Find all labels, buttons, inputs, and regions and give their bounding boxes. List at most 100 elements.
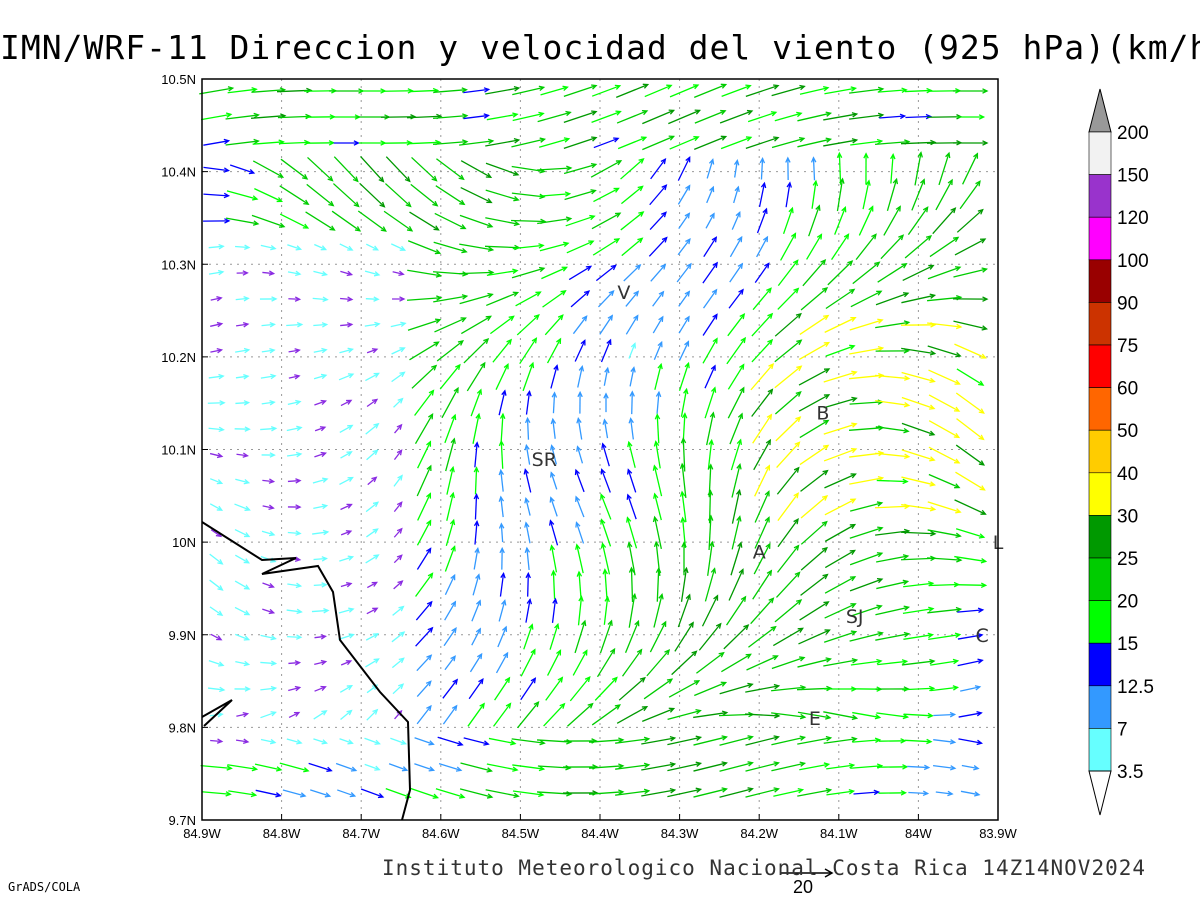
wind-arrow: [517, 701, 540, 729]
wind-arrow: [831, 233, 850, 260]
wind-arrow: [392, 605, 405, 616]
wind-arrow: [577, 365, 585, 388]
wind-arrow: [276, 87, 313, 94]
wind-arrow: [410, 787, 440, 799]
wind-arrow: [680, 566, 689, 602]
wind-arrow: [414, 389, 435, 416]
wind-arrow: [679, 340, 690, 361]
wind-arrow: [235, 296, 250, 302]
wind-arrow: [823, 711, 859, 721]
wind-arrow: [823, 630, 858, 643]
wind-arrow: [591, 212, 622, 230]
wind-arrow: [800, 546, 828, 571]
wind-arrow: [575, 521, 585, 544]
wind-arrow: [627, 440, 636, 468]
wind-arrow: [416, 654, 433, 672]
wind-arrow: [650, 263, 667, 282]
wind-arrow: [407, 269, 443, 278]
wind-arrow: [810, 156, 817, 181]
wind-arrow: [707, 438, 714, 470]
wind-arrow: [745, 136, 780, 149]
wind-arrow: [288, 296, 302, 302]
wind-arrow: [629, 390, 635, 415]
wind-arrow: [415, 600, 433, 621]
wind-arrow: [706, 185, 715, 204]
wind-arrow: [459, 243, 495, 252]
wind-arrow: [486, 268, 519, 277]
wind-arrow: [339, 476, 354, 486]
wind-arrow: [458, 269, 495, 276]
wind-arrow: [823, 658, 859, 667]
wind-arrow: [332, 183, 360, 208]
wind-arrow: [752, 287, 772, 311]
wind-arrow: [900, 530, 937, 537]
colorbar-label: 60: [1117, 379, 1138, 400]
wind-arrow: [288, 660, 302, 666]
wind-arrow: [546, 337, 562, 364]
wind-arrow: [774, 339, 803, 363]
wind-arrow: [782, 206, 794, 235]
wind-arrow: [680, 387, 689, 417]
wind-arrow: [333, 140, 360, 146]
wind-arrow: [390, 737, 408, 745]
wind-arrow: [574, 339, 586, 362]
wind-arrow: [954, 555, 988, 564]
wind-arrow: [261, 399, 276, 406]
wind-arrow: [388, 763, 409, 772]
wind-arrow: [313, 347, 328, 354]
wind-arrow: [928, 369, 961, 385]
colorbar-segment: [1088, 259, 1112, 303]
wind-arrow: [863, 152, 869, 185]
wind-arrow: [485, 789, 520, 799]
wind-arrow: [471, 599, 482, 622]
wind-arrow: [539, 241, 570, 252]
wind-arrow: [798, 341, 831, 361]
wind-arrow: [520, 677, 537, 701]
wind-arrow: [952, 140, 989, 146]
wind-arrow: [523, 468, 532, 493]
wind-arrow: [780, 232, 797, 261]
wind-arrow: [312, 296, 329, 303]
wind-arrow: [958, 738, 983, 746]
wind-arrow: [385, 787, 412, 799]
x-tick-label: 84.7W: [342, 826, 380, 841]
wind-arrow: [771, 712, 807, 720]
wind-arrow: [649, 184, 668, 206]
wind-arrow: [678, 212, 691, 229]
wind-arrow: [201, 791, 232, 797]
wind-arrow: [287, 634, 303, 640]
wind-arrow: [588, 789, 625, 795]
wind-arrow: [261, 530, 276, 537]
wind-arrow: [574, 468, 585, 493]
wind-arrow: [550, 417, 557, 439]
wind-arrow: [540, 85, 569, 96]
wind-arrow: [823, 138, 859, 147]
wind-arrow: [469, 652, 483, 673]
wind-arrow: [576, 417, 583, 440]
wind-arrow: [524, 546, 531, 570]
wind-arrow: [641, 736, 677, 745]
wind-arrow: [512, 111, 545, 122]
wind-arrow: [719, 682, 754, 695]
y-tick-label: 10.2N: [161, 350, 196, 365]
wind-arrow: [339, 738, 354, 745]
wind-arrow: [901, 371, 936, 384]
wind-arrow: [890, 153, 896, 184]
wind-arrow: [777, 287, 800, 310]
wind-arrow: [393, 527, 403, 538]
wind-arrow: [467, 702, 485, 727]
wind-arrow: [642, 135, 676, 151]
wind-arrow: [603, 366, 610, 386]
wind-arrow: [677, 238, 691, 256]
wind-arrow: [754, 516, 770, 549]
wind-arrow: [525, 597, 533, 623]
wind-arrow: [338, 633, 355, 641]
wind-arrow: [901, 503, 937, 512]
wind-arrow: [340, 451, 353, 459]
wind-arrow: [806, 233, 823, 260]
wind-arrow: [416, 464, 432, 497]
colorbar-label: 90: [1117, 293, 1138, 314]
wind-arrow: [207, 400, 226, 406]
wind-arrow: [236, 270, 249, 276]
